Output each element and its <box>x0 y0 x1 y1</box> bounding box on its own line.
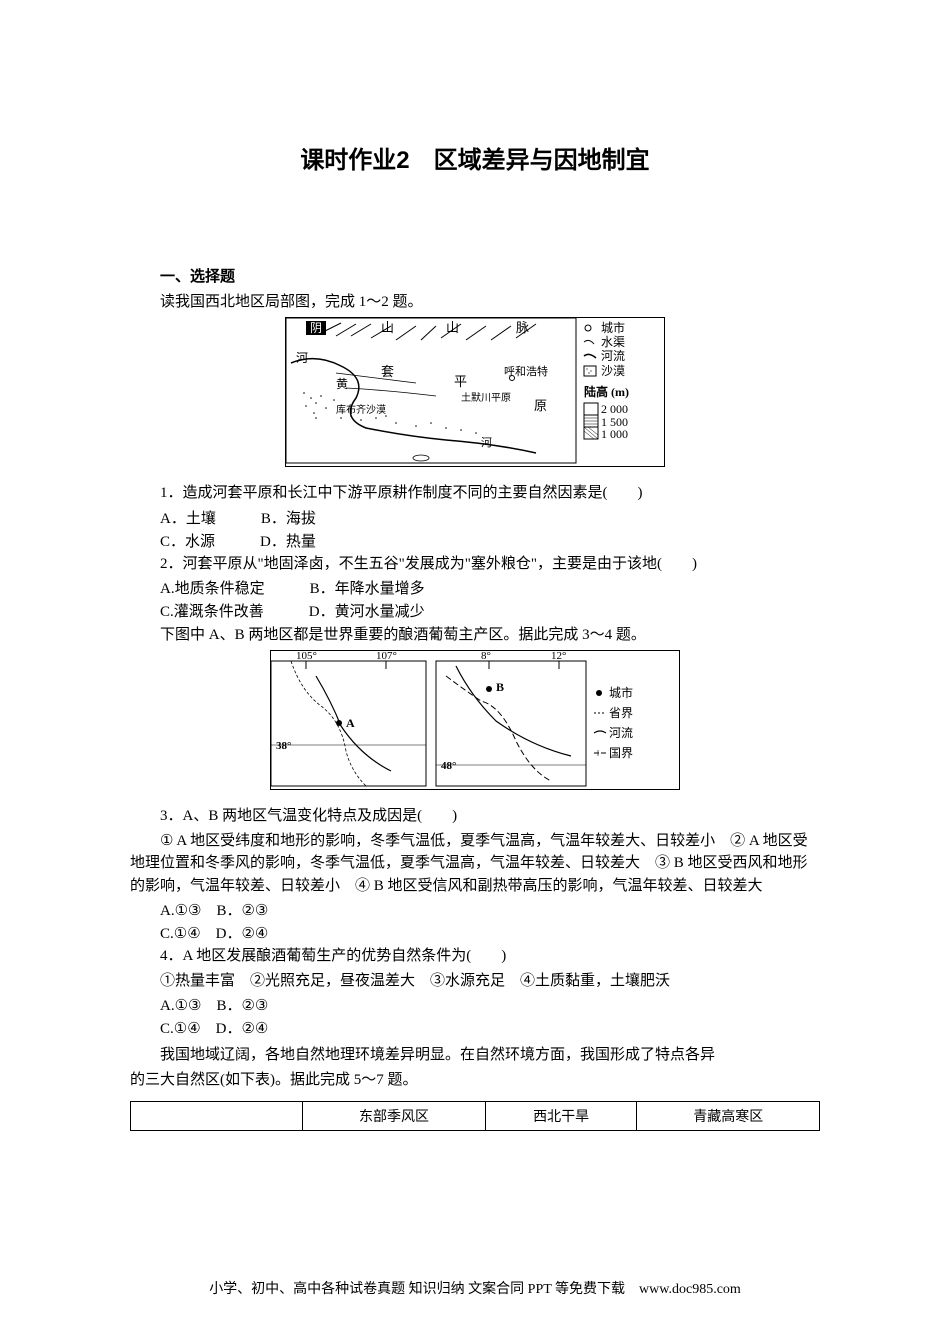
q4-options-ab: A.①③ B．②③ <box>130 994 820 1015</box>
fig1-leg-1000: 1 000 <box>601 427 628 441</box>
fig2-leg-river: 河流 <box>609 726 633 740</box>
table-cell <box>131 1102 303 1131</box>
fig2-lat38: 38° <box>276 740 291 752</box>
fig1-leg-alt: 陆高 (m) <box>584 384 629 399</box>
page-title: 课时作业2 区域差异与因地制宜 <box>130 140 820 175</box>
fig2-lon105: 105° <box>296 650 317 662</box>
fig1-label-shan: 山 <box>381 320 394 335</box>
fig1-label-tao: 套 <box>381 364 394 379</box>
table-cell: 东部季风区 <box>303 1102 486 1131</box>
fig1-leg-city: 城市 <box>601 320 625 335</box>
fig1-label-shan2: 山 <box>446 320 459 335</box>
figure-1-container: 阴 阴 山 山 脉 河 套 黄 平 呼和浩特 土默川平原 原 库布齐沙漠 河 城… <box>130 317 820 472</box>
fig2-lon107: 107° <box>376 650 397 662</box>
figure-2-container: 105° 107° 38° A 8° 12° 48° <box>130 650 820 795</box>
region-table: 东部季风区 西北干旱 青藏高寒区 <box>130 1101 820 1131</box>
q3-statements: ① A 地区受纬度和地形的影响，冬季气温低，夏季气温高，气温年较差大、日较差小 … <box>130 830 820 898</box>
question-1: 1．造成河套平原和长江中下游平原耕作制度不同的主要自然因素是( ) <box>130 482 820 505</box>
fig2-leg-border: 国界 <box>609 746 633 760</box>
intro-text-2: 下图中 A、B 两地区都是世界重要的酿酒葡萄主产区。据此完成 3～4 题。 <box>130 623 820 644</box>
fig1-label-he2: 河 <box>481 436 492 449</box>
fig1-leg-2000: 2 000 <box>601 402 628 416</box>
fig2-label-b: B <box>496 680 504 694</box>
fig1-leg-river: 河流 <box>601 349 625 363</box>
fig1-label-hhht: 呼和浩特 <box>504 364 548 378</box>
fig1-label-he: 河 <box>296 351 308 365</box>
question-2: 2．河套平原从"地固泽卤，不生五谷"发展成为"塞外粮仓"，主要是由于该地( ) <box>130 553 820 576</box>
fig1-label-tumo: 土默川平原 <box>461 391 511 404</box>
figure-2-map: 105° 107° 38° A 8° 12° 48° <box>270 650 680 790</box>
figure-1-map: 阴 阴 山 山 脉 河 套 黄 平 呼和浩特 土默川平原 原 库布齐沙漠 河 城… <box>285 317 665 467</box>
fig2-lon8: 8° <box>481 650 491 662</box>
intro-text-1: 读我国西北地区局部图，完成 1～2 题。 <box>130 290 820 311</box>
fig2-lon12: 12° <box>551 650 566 662</box>
table-cell: 青藏高寒区 <box>637 1102 820 1131</box>
fig1-label-kubuqi: 库布齐沙漠 <box>336 403 386 416</box>
fig2-lat48: 48° <box>441 760 456 772</box>
fig1-label-huang: 黄 <box>336 377 348 391</box>
fig1-leg-canal: 水渠 <box>601 335 625 349</box>
q2-options-cd: C.灌溉条件改善 D．黄河水量减少 <box>130 600 820 621</box>
fig1-label-yuan: 原 <box>534 398 547 413</box>
page-footer: 小学、初中、高中各种试卷真题 知识归纳 文案合同 PPT 等免费下载 www.d… <box>0 1278 950 1298</box>
question-3: 3．A、B 两地区气温变化特点及成因是( ) <box>130 805 820 828</box>
fig1-label-ping: 平 <box>454 374 467 389</box>
intro-text-3a: 我国地域辽阔，各地自然地理环境差异明显。在自然环境方面，我国形成了特点各异 <box>130 1044 820 1067</box>
fig2-label-a: A <box>346 716 355 730</box>
fig1-label-yin2: 阴 <box>310 321 322 335</box>
q4-options-cd: C.①④ D．②④ <box>130 1017 820 1038</box>
q3-options-ab: A.①③ B．②③ <box>130 899 820 920</box>
fig2-leg-city: 城市 <box>609 685 633 700</box>
section-heading: 一、选择题 <box>130 265 820 286</box>
table-row: 东部季风区 西北干旱 青藏高寒区 <box>131 1102 820 1131</box>
table-cell: 西北干旱 <box>485 1102 637 1131</box>
q2-options-ab: A.地质条件稳定 B．年降水量增多 <box>130 577 820 598</box>
fig2-leg-province: 省界 <box>609 706 633 720</box>
question-4: 4．A 地区发展酿酒葡萄生产的优势自然条件为( ) <box>130 945 820 968</box>
q1-options-cd: C．水源 D．热量 <box>130 530 820 551</box>
q3-options-cd: C.①④ D．②④ <box>130 922 820 943</box>
intro-text-3b: 的三大自然区(如下表)。据此完成 5～7 题。 <box>130 1069 820 1092</box>
q4-statements: ①热量丰富 ②光照充足，昼夜温差大 ③水源充足 ④土质黏重，土壤肥沃 <box>130 970 820 993</box>
q1-options-ab: A．土壤 B．海拔 <box>130 507 820 528</box>
fig1-leg-desert: 沙漠 <box>601 364 625 378</box>
fig1-label-mai: 脉 <box>516 320 529 335</box>
